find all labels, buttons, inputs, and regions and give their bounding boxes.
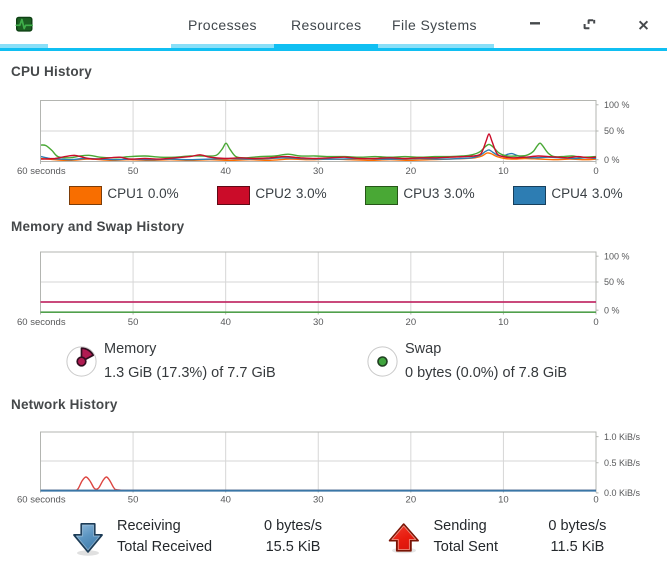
- svg-text:60 seconds: 60 seconds: [17, 495, 66, 506]
- svg-text:100 %: 100 %: [604, 251, 630, 261]
- svg-text:60 seconds: 60 seconds: [17, 166, 66, 177]
- svg-text:10: 10: [498, 166, 509, 177]
- svg-text:0.0 KiB/s: 0.0 KiB/s: [604, 488, 641, 498]
- svg-text:10: 10: [498, 495, 509, 506]
- svg-text:50 %: 50 %: [604, 126, 625, 136]
- svg-text:30: 30: [313, 166, 324, 177]
- svg-text:100 %: 100 %: [604, 100, 630, 110]
- svg-text:0: 0: [593, 495, 598, 506]
- svg-text:0: 0: [593, 166, 598, 177]
- svg-text:60 seconds: 60 seconds: [17, 317, 66, 328]
- svg-text:0: 0: [593, 317, 598, 328]
- svg-text:40: 40: [220, 495, 231, 506]
- svg-text:50: 50: [128, 317, 139, 328]
- svg-text:1.0 KiB/s: 1.0 KiB/s: [604, 432, 641, 442]
- svg-text:40: 40: [220, 166, 231, 177]
- svg-text:40: 40: [220, 317, 231, 328]
- svg-text:0 %: 0 %: [604, 155, 620, 165]
- svg-text:0.5 KiB/s: 0.5 KiB/s: [604, 458, 641, 468]
- svg-text:50: 50: [128, 495, 139, 506]
- svg-text:0 %: 0 %: [604, 305, 620, 315]
- svg-text:10: 10: [498, 317, 509, 328]
- svg-text:30: 30: [313, 495, 324, 506]
- svg-text:20: 20: [406, 166, 417, 177]
- svg-text:20: 20: [406, 317, 417, 328]
- svg-text:20: 20: [406, 495, 417, 506]
- svg-text:30: 30: [313, 317, 324, 328]
- svg-text:50: 50: [128, 166, 139, 177]
- svg-text:50 %: 50 %: [604, 277, 625, 287]
